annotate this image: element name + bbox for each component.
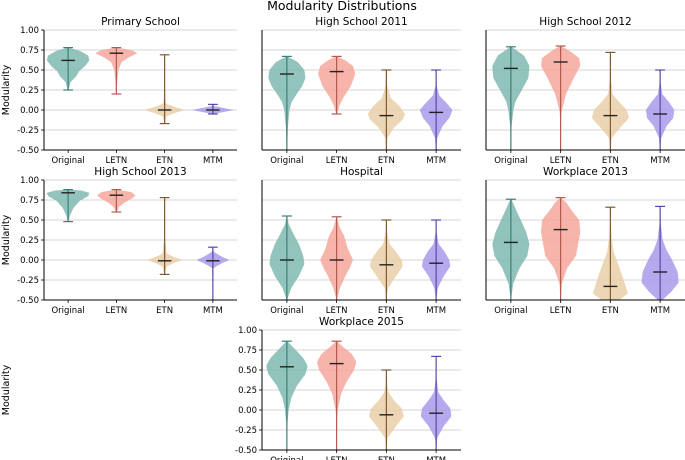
y-tick-label: 0.50: [20, 216, 39, 226]
x-tick-label: LETN: [550, 156, 572, 166]
violin-etn: [369, 369, 404, 450]
x-tick-label: MTM: [203, 306, 223, 316]
panel-title: Workplace 2013: [543, 166, 628, 178]
y-tick-label: 1.00: [20, 26, 39, 36]
violin-letn: [95, 46, 138, 95]
violin-etn: [593, 206, 628, 300]
y-axis-label: Modularity: [1, 64, 12, 115]
x-tick-label: LETN: [106, 156, 128, 166]
violin-mtm: [196, 246, 229, 300]
violin-original: [268, 55, 306, 150]
violin-letn: [540, 197, 581, 300]
x-tick-label: LETN: [550, 306, 572, 316]
x-tick-label: LETN: [106, 306, 128, 316]
x-tick-label: MTM: [650, 306, 670, 316]
x-tick-label: Original: [51, 156, 84, 166]
y-tick-label: -0.50: [235, 446, 257, 456]
x-tick-label: MTM: [650, 156, 670, 166]
x-tick-label: Original: [270, 456, 303, 460]
figure-title: Modularity Distributions: [267, 0, 417, 13]
violin-original: [269, 215, 305, 300]
panel-title: Workplace 2015: [319, 316, 404, 328]
violin-original: [266, 340, 308, 450]
panel-title: Primary School: [101, 16, 180, 28]
violin-etn: [367, 69, 405, 150]
y-tick-label: 0.00: [238, 406, 257, 416]
x-tick-label: ETN: [156, 306, 173, 316]
violin-mtm: [645, 69, 675, 150]
y-tick-label: -0.25: [17, 276, 39, 286]
x-tick-label: LETN: [326, 306, 348, 316]
x-tick-label: LETN: [326, 156, 348, 166]
panel-title: High School 2012: [539, 16, 631, 28]
panel-workplace-2013: Workplace 2013 Original LETN ETN MTM: [485, 166, 685, 316]
violin-etn: [144, 54, 186, 125]
x-tick-label: Original: [494, 156, 527, 166]
x-tick-label: ETN: [602, 306, 619, 316]
x-tick-label: MTM: [426, 456, 446, 460]
panel-title: High School 2013: [94, 166, 186, 178]
y-tick-label: -0.50: [17, 146, 39, 156]
panel-title: High School 2011: [315, 16, 407, 28]
y-tick-label: 0.50: [238, 366, 257, 376]
y-tick-label: 0.75: [20, 196, 39, 206]
violin-mtm: [191, 103, 235, 115]
x-tick-label: Original: [51, 306, 84, 316]
y-tick-label: 0.25: [20, 86, 39, 96]
x-tick-label: ETN: [602, 156, 619, 166]
y-tick-label: 0.50: [20, 66, 39, 76]
violin-etn: [147, 197, 182, 275]
violin-etn: [370, 219, 403, 300]
x-tick-label: ETN: [156, 156, 173, 166]
panel-high-school-2012: High School 2012 Original LETN ETN MTM: [485, 16, 685, 166]
y-tick-label: 0.00: [20, 106, 39, 116]
violin-original: [46, 46, 90, 91]
y-tick-label: -0.50: [17, 296, 39, 306]
violin-original: [492, 46, 530, 150]
violin-letn: [317, 340, 357, 450]
x-tick-label: ETN: [378, 306, 395, 316]
x-tick-label: MTM: [426, 156, 446, 166]
panel-workplace-2015: Workplace 2015 -0.50 -0.25 0.00 0.25 0.50 0.75…: [1, 316, 461, 460]
y-tick-label: 0.00: [20, 256, 39, 266]
violin-letn: [97, 189, 136, 213]
y-tick-label: 0.75: [20, 46, 39, 56]
panel-primary-school: Primary School -0.50 -0.25 0.00 0.25 0.50 0.75…: [1, 16, 237, 166]
panel-title: Hospital: [340, 166, 383, 178]
y-tick-label: 0.25: [238, 386, 257, 396]
x-tick-label: ETN: [378, 456, 395, 460]
violin-original: [492, 198, 530, 300]
y-axis-label: Modularity: [1, 364, 12, 415]
y-axis-label: Modularity: [1, 214, 12, 265]
x-tick-label: ETN: [378, 156, 395, 166]
x-tick-label: MTM: [426, 306, 446, 316]
panel-hospital: Hospital Original LETN ETN MTM: [261, 166, 461, 316]
x-tick-label: Original: [270, 306, 303, 316]
violin-mtm: [641, 205, 679, 300]
y-tick-label: 0.25: [20, 236, 39, 246]
y-tick-label: -0.25: [235, 426, 257, 436]
x-tick-label: LETN: [326, 456, 348, 460]
y-tick-label: -0.25: [17, 126, 39, 136]
y-tick-label: 1.00: [238, 326, 257, 336]
y-tick-label: 0.75: [238, 346, 257, 356]
panel-high-school-2011: High School 2011 Original LETN ETN MTM: [261, 16, 461, 166]
violin-letn: [541, 45, 581, 150]
violin-etn: [591, 51, 629, 150]
violin-original: [46, 189, 90, 223]
violin-mtm: [420, 355, 452, 450]
violin-letn: [318, 55, 356, 115]
violin-mtm: [422, 219, 451, 300]
x-tick-label: MTM: [203, 156, 223, 166]
x-tick-label: Original: [270, 156, 303, 166]
violin-letn: [320, 216, 353, 300]
violin-mtm: [419, 69, 453, 150]
x-tick-label: Original: [494, 306, 527, 316]
y-tick-label: 1.00: [20, 176, 39, 186]
panel-high-school-2013: High School 2013 -0.50 -0.25 0.00 0.25 0.50 0.…: [1, 166, 237, 316]
